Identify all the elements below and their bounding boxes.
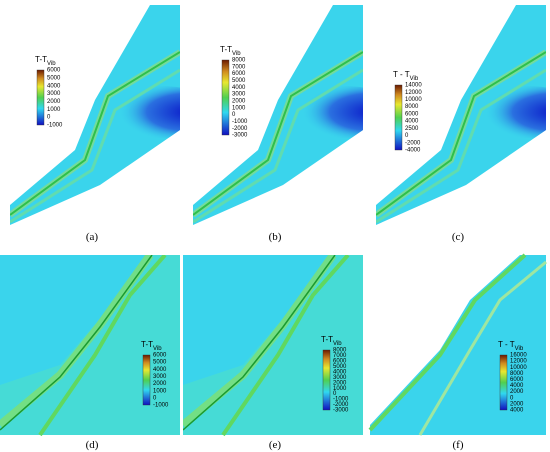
colorbar-tick-label: 3000 — [333, 375, 347, 381]
colorbar-tick-label: -1000 — [47, 123, 63, 129]
colorbar-tick-label: 2000 — [153, 381, 167, 387]
colorbar-tick-label: 8000 — [333, 348, 347, 354]
colorbar-tick-label: 7000 — [333, 353, 347, 359]
colorbar-title-sub: Vib — [232, 51, 241, 57]
colorbar-tick-label: 6000 — [232, 71, 246, 77]
colorbar-tick-label: -1000 — [153, 403, 169, 409]
colorbar-tick-label: 8000 — [510, 371, 524, 377]
colorbar-tick-label: 2000 — [232, 98, 246, 104]
colorbar-tick-label: 4000 — [333, 369, 347, 375]
colorbar-tick-label: -4000 — [405, 148, 421, 154]
colorbar-tick-label: 4000 — [153, 367, 167, 373]
colorbar-tick-label: 3000 — [153, 374, 167, 380]
colorbar-tick-label: 1000 — [232, 105, 246, 111]
colorbar — [499, 354, 508, 411]
colorbar-title: T-TVib — [35, 55, 56, 67]
colorbar-title-main: T-T — [220, 45, 232, 54]
colorbar-tick-label: 3000 — [232, 92, 246, 98]
colorbar-tick-label: 2000 — [47, 99, 61, 105]
colorbar-tick-label: 1000 — [153, 388, 167, 394]
colorbar-tick-label: 0 — [153, 395, 157, 401]
colorbar-title-sub: Vib — [153, 346, 162, 352]
colorbar-tick-label: 2000 — [510, 401, 524, 407]
colorbar-tick-label: 2000 — [510, 389, 524, 395]
colorbar-tick-label: 1000 — [47, 107, 61, 113]
colorbar-title: T-TVib — [321, 335, 342, 347]
colorbar-tick-label: 4000 — [510, 408, 524, 414]
colorbar — [322, 349, 331, 411]
colorbar-tick-label: 5000 — [153, 360, 167, 366]
panel-label: (a) — [86, 231, 99, 243]
colorbar-tick-label: 0 — [333, 391, 337, 397]
colorbar-tick-label: 10000 — [405, 97, 422, 103]
colorbar-tick-label: -2000 — [333, 402, 349, 408]
colorbar-tick-label: -3000 — [232, 133, 248, 139]
colorbar-tick-label: 4000 — [405, 119, 419, 125]
colorbar-tick-label: -1000 — [333, 397, 349, 403]
colorbar-tick-label: 6000 — [510, 377, 524, 383]
colorbar-tick-label: 12000 — [510, 359, 527, 365]
colorbar-title-sub: Vib — [410, 76, 419, 82]
colorbar-tick-label: 12000 — [405, 90, 422, 96]
colorbar-tick-label: 4000 — [232, 85, 246, 91]
panel-label: (e) — [269, 439, 282, 451]
colorbar-title: T - TVib — [498, 340, 524, 352]
colorbar-title: T - TVib — [393, 70, 419, 82]
colorbar-tick-label: 5000 — [232, 78, 246, 84]
colorbar-tick-label: 8000 — [232, 58, 246, 64]
colorbar-title-sub: Vib — [47, 61, 56, 67]
colorbar-tick-label: 16000 — [510, 353, 527, 359]
colorbar-tick-label: 0 — [405, 133, 409, 139]
colorbar-tick-label: 5000 — [333, 364, 347, 370]
colorbar — [36, 69, 45, 126]
colorbar — [394, 84, 403, 151]
colorbar-tick-label: 6000 — [47, 68, 61, 74]
colorbar-tick-label: 5000 — [47, 75, 61, 81]
colorbar-tick-label: 0 — [510, 395, 514, 401]
colorbar-title-main: T - T — [393, 70, 410, 79]
colorbar-tick-label: -2000 — [232, 126, 248, 132]
colorbar-title: T-TVib — [141, 340, 162, 352]
colorbar-title: T-TVib — [220, 45, 241, 57]
colorbar-tick-label: -2000 — [405, 140, 421, 146]
colorbar-tick-label: 7000 — [232, 64, 246, 70]
colorbar-tick-label: 2500 — [405, 126, 419, 132]
colorbar-title-sub: Vib — [333, 341, 342, 347]
colorbar-tick-label: 0 — [232, 112, 236, 118]
colorbar-tick-label: 6000 — [405, 111, 419, 117]
colorbar — [221, 59, 230, 136]
colorbar-title-main: T-T — [35, 55, 47, 64]
colorbar-tick-label: 4000 — [510, 383, 524, 389]
panel-label: (d) — [86, 439, 99, 451]
colorbar-tick-label: -1000 — [232, 119, 248, 125]
colorbar-title-main: T-T — [141, 340, 153, 349]
colorbar-tick-label: 3000 — [47, 91, 61, 97]
colorbar-title-main: T-T — [321, 335, 333, 344]
colorbar-tick-label: -3000 — [333, 408, 349, 414]
panel-label: (c) — [452, 231, 465, 243]
colorbar-tick-label: 6000 — [153, 353, 167, 359]
colorbar-tick-label: 2000 — [333, 380, 347, 386]
colorbar-tick-label: 6000 — [333, 358, 347, 364]
colorbar-title-sub: Vib — [515, 346, 524, 352]
colorbar-tick-label: 8000 — [405, 104, 419, 110]
colorbar-tick-label: 0 — [47, 115, 51, 121]
panel-label: (f) — [453, 439, 464, 451]
panel-label: (b) — [269, 231, 282, 243]
colorbar-tick-label: 4000 — [47, 83, 61, 89]
colorbar-title-main: T - T — [498, 340, 515, 349]
colorbar-tick-label: 1000 — [333, 386, 347, 392]
colorbar-tick-label: 10000 — [510, 365, 527, 371]
colorbar — [142, 354, 151, 406]
colorbar-tick-label: 14000 — [405, 83, 422, 89]
